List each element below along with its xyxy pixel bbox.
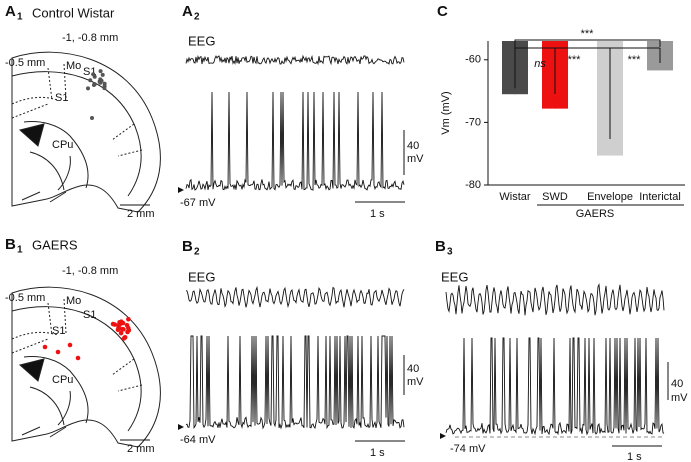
x-tick-label: Wistar	[499, 191, 531, 203]
scale-label: 40	[407, 363, 419, 375]
significance: ***	[581, 28, 595, 40]
cell-dot	[126, 325, 131, 331]
cell-dot	[121, 327, 126, 332]
intracellular-trace	[185, 91, 405, 191]
cell-dot	[110, 321, 116, 327]
scale-label: mV	[407, 376, 424, 388]
cell-dot	[86, 86, 91, 91]
cell-dot	[126, 316, 131, 322]
significance: ***	[568, 54, 582, 66]
rest-arrow	[178, 424, 184, 430]
scale-label: mV	[407, 153, 424, 165]
region: Mo	[66, 295, 81, 307]
region: S1	[52, 325, 65, 337]
region: S1	[83, 309, 96, 321]
coords: -1, -0.8 mm	[62, 265, 118, 277]
region: CPu	[52, 139, 73, 151]
y-tick-label: -60	[465, 54, 481, 66]
y-tick-label: -70	[465, 116, 481, 128]
panel-label: B	[5, 236, 16, 253]
region: S1	[55, 92, 68, 104]
eeg-label: EEG	[188, 269, 215, 284]
cell-dot	[100, 72, 105, 77]
y-tick-label: -80	[465, 179, 481, 191]
scale-label: 1 s	[627, 451, 642, 462]
panel-title: GAERS	[32, 237, 78, 252]
scale-label: 40	[671, 378, 683, 390]
depth: -0.5 mm	[5, 57, 45, 69]
cell-dot	[90, 116, 94, 120]
depth: -0.5 mm	[5, 292, 45, 304]
cell-dot	[125, 329, 130, 335]
scale-label: 2 mm	[127, 208, 155, 220]
cell-dot	[118, 330, 124, 336]
x-tick-label: Envelope	[587, 191, 633, 203]
rest-potential: -64 mV	[180, 434, 216, 446]
significance: ***	[628, 54, 642, 66]
panel-sub: 1	[17, 245, 23, 256]
cell-dot	[97, 79, 102, 84]
cell-dot	[92, 82, 97, 87]
cell-dot	[88, 78, 93, 83]
cell-dot	[120, 320, 126, 326]
eeg-trace	[185, 54, 405, 66]
scale-label: mV	[671, 392, 688, 404]
panel-label: B	[182, 238, 193, 255]
eeg-trace	[185, 285, 405, 309]
panel-title: Control Wistar	[32, 5, 115, 20]
rest-arrow	[178, 187, 184, 193]
eeg-trace	[445, 282, 665, 316]
panel-sub: 3	[447, 247, 453, 258]
scale-label: 1 s	[370, 208, 385, 220]
rest-arrow	[440, 433, 446, 439]
significance: ns	[534, 58, 546, 70]
cell-dot	[55, 349, 61, 355]
region: Mo	[66, 60, 81, 72]
cell-dot	[121, 336, 127, 341]
panel-label: C	[437, 3, 448, 20]
rest-potential: -67 mV	[180, 197, 216, 209]
intracellular-trace	[185, 335, 405, 430]
coords: -1, -0.8 mm	[62, 32, 118, 44]
cell-dot	[102, 86, 107, 91]
scale-label: 40	[407, 140, 419, 152]
eeg-label: EEG	[188, 33, 215, 48]
scale-label: 2 mm	[127, 443, 155, 455]
cell-dot	[75, 355, 81, 361]
significance-bracket	[515, 47, 661, 140]
group-label: GAERS	[576, 208, 615, 220]
x-tick-label: Interictal	[639, 191, 681, 203]
cell-dot	[67, 342, 73, 348]
panel-label: B	[435, 238, 446, 255]
scale-label: 1 s	[370, 447, 385, 459]
panel-sub: 2	[194, 12, 200, 23]
y-axis-label: Vm (mV)	[440, 91, 452, 134]
cell-dot	[102, 81, 107, 86]
cell-dot	[42, 344, 48, 350]
cell-dot	[98, 69, 103, 74]
panel-sub: 1	[17, 12, 23, 23]
eeg-label: EEG	[441, 269, 468, 284]
cell-dot	[92, 74, 97, 79]
region: CPu	[52, 374, 73, 386]
panel-sub: 2	[194, 247, 200, 258]
cell-dot	[115, 327, 121, 332]
x-tick-label: SWD	[542, 191, 568, 203]
panel-label: A	[5, 3, 16, 20]
rest-potential: -74 mV	[450, 443, 486, 455]
panel-label: A	[182, 3, 193, 20]
significance-bracket	[514, 39, 661, 89]
intracellular-trace	[445, 337, 665, 436]
